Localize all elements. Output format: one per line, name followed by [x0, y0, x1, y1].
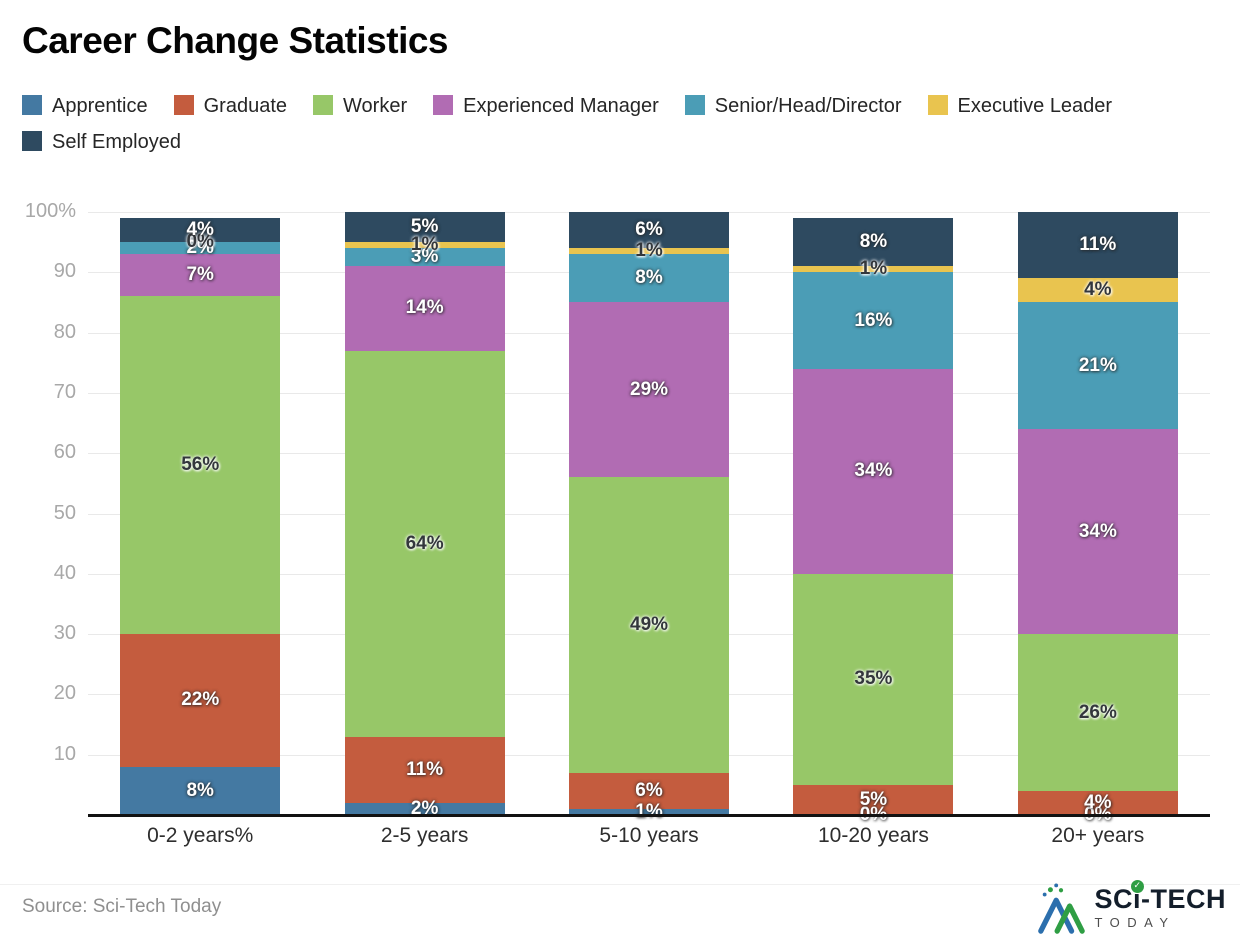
segment-experienced-manager[interactable] — [120, 254, 281, 297]
source-text: Source: Sci-Tech Today — [22, 896, 222, 917]
logo-mark-icon — [1038, 883, 1086, 934]
legend-item-apprentice[interactable]: Apprentice — [22, 95, 148, 117]
bar-slot-20-years: 0% 4% 26% 34% 21% 4% 11% — [986, 212, 1210, 825]
legend-swatch-icon — [22, 95, 42, 115]
segment-experienced-manager[interactable] — [569, 302, 730, 478]
bar-slot-0-2-years: 8% 22% 56% 7% 2% 0% 4% — [88, 212, 312, 815]
bar-2-5-years: 2% 11% 64% 14% 3% 1% 5% — [344, 212, 505, 819]
segment-apprentice[interactable] — [569, 808, 730, 815]
segment-graduate[interactable] — [120, 634, 281, 767]
legend-swatch-icon — [313, 95, 334, 115]
legend-label: Executive Leader — [957, 95, 1113, 117]
segment-worker[interactable] — [120, 296, 281, 635]
segment-worker[interactable] — [344, 350, 505, 737]
segment-self-employed[interactable] — [793, 218, 954, 267]
x-axis-label: 5-10 years — [599, 824, 699, 847]
legend-label: Senior/Head/Director — [714, 95, 902, 117]
segment-worker[interactable] — [793, 573, 954, 785]
segment-worker[interactable] — [569, 477, 730, 773]
x-axis-line — [88, 814, 1210, 817]
bar-slot-5-10-years: 1% 6% 49% 29% 8% 1% 6% — [537, 212, 761, 822]
footer-divider — [0, 884, 1240, 885]
segment-senior-head-director[interactable] — [793, 272, 954, 369]
segment-apprentice[interactable] — [120, 766, 281, 815]
y-tick-label: 50 — [53, 501, 76, 524]
legend-swatch-icon — [433, 95, 454, 115]
legend-item-senior-head-director[interactable]: Senior/Head/Director — [684, 95, 902, 117]
chart-legend: Apprentice Graduate Worker Experienced Mana… — [22, 88, 1150, 160]
segment-executive-leader[interactable] — [793, 266, 954, 273]
x-axis-label: 10-20 years — [817, 824, 929, 847]
y-tick-label: 70 — [53, 380, 76, 403]
segment-self-employed[interactable] — [569, 212, 730, 249]
page-title: Career Change Statistics — [22, 20, 449, 61]
legend-item-executive-leader[interactable]: Executive Leader — [927, 95, 1113, 117]
legend-item-self-employed[interactable]: Self Employed — [22, 131, 181, 153]
y-tick-label: 20 — [53, 682, 76, 705]
segment-graduate[interactable] — [1017, 790, 1178, 815]
y-tick-label: 100% — [24, 200, 76, 222]
legend-label: Self Employed — [52, 131, 181, 153]
segment-worker[interactable] — [1017, 634, 1178, 791]
logo-subtext: TODAY — [1094, 915, 1176, 930]
logo-text: SCı ✓ -TECH TODAY — [1094, 880, 1226, 930]
segment-experienced-manager[interactable] — [1017, 429, 1178, 635]
segment-self-employed[interactable] — [344, 212, 505, 243]
x-axis-label: 20+ years — [1051, 824, 1145, 847]
bar-slot-2-5-years: 2% 11% 64% 14% 3% 1% 5% — [312, 212, 536, 819]
legend-swatch-icon — [22, 131, 42, 151]
y-axis: 100% 90 80 70 60 50 40 30 20 10 — [0, 200, 76, 815]
segment-self-employed[interactable] — [1017, 212, 1178, 279]
bar-slot-10-20-years: 0% 5% 35% 34% 16% 1% 8% — [761, 212, 985, 825]
segment-senior-head-director[interactable] — [1017, 302, 1178, 430]
bar-10-20-years: 0% 5% 35% 34% 16% 1% 8% — [793, 212, 954, 825]
segment-graduate[interactable] — [569, 772, 730, 809]
legend-swatch-icon — [173, 95, 194, 115]
bar-0-2-years: 8% 22% 56% 7% 2% 0% 4% — [120, 212, 281, 815]
segment-graduate[interactable] — [344, 736, 505, 803]
legend-swatch-icon — [927, 95, 948, 115]
segment-senior-head-director[interactable] — [344, 248, 505, 267]
y-tick-label: 90 — [53, 260, 76, 283]
segment-self-employed[interactable] — [120, 218, 281, 243]
legend-label: Worker — [343, 95, 408, 117]
segment-experienced-manager[interactable] — [793, 368, 954, 574]
x-axis-label: 2-5 years — [380, 824, 469, 847]
legend-item-graduate[interactable]: Graduate — [173, 95, 288, 117]
segment-executive-leader[interactable] — [344, 242, 505, 249]
legend-label: Experienced Manager — [463, 95, 659, 117]
y-tick-label: 60 — [53, 441, 76, 464]
segment-experienced-manager[interactable] — [344, 266, 505, 351]
y-tick-label: 40 — [53, 561, 76, 584]
sci-tech-today-logo: SCı ✓ -TECH TODAY — [1036, 880, 1226, 936]
legend-item-worker[interactable]: Worker — [313, 95, 407, 117]
segment-executive-leader[interactable] — [569, 248, 730, 255]
logo-brand-name: SCı ✓ -TECH — [1094, 880, 1226, 914]
y-tick-label: 80 — [53, 320, 76, 343]
segment-senior-head-director[interactable] — [120, 242, 281, 255]
legend-swatch-icon — [684, 95, 705, 115]
segment-executive-leader[interactable] — [1017, 278, 1178, 303]
segment-apprentice[interactable] — [344, 802, 505, 815]
check-icon: ✓ — [1130, 880, 1144, 893]
stacked-bar-chart: 8% 22% 56% 7% 2% 0% 4% 2% 11% 64% 14% 3% 1% 5% 1% 6% 49%… — [88, 212, 1210, 825]
y-tick-label: 10 — [53, 742, 76, 765]
bar-groups: 8% 22% 56% 7% 2% 0% 4% 2% 11% 64% 14% 3% 1% 5% 1% 6% 49%… — [88, 212, 1210, 825]
bar-5-10-years: 1% 6% 49% 29% 8% 1% 6% — [569, 212, 730, 822]
legend-label: Graduate — [203, 95, 288, 117]
bar-20-years: 0% 4% 26% 34% 21% 4% 11% — [1017, 212, 1178, 825]
x-axis-labels: 0-2 years% 2-5 years 5-10 years 10-20 years… — [88, 824, 1210, 848]
segment-graduate[interactable] — [793, 784, 954, 815]
x-axis-label: 0-2 years% — [147, 824, 254, 847]
segment-senior-head-director[interactable] — [569, 254, 730, 303]
y-tick-label: 30 — [53, 622, 76, 645]
legend-item-experienced-manager[interactable]: Experienced Manager — [433, 95, 659, 117]
legend-label: Apprentice — [52, 95, 148, 117]
